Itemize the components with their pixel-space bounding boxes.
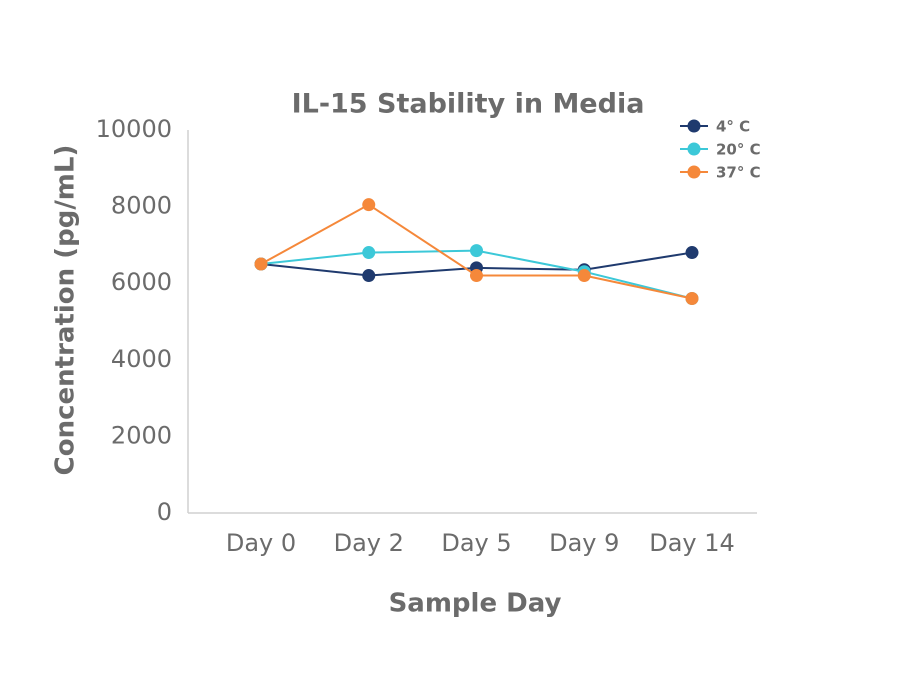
legend-marker bbox=[687, 165, 701, 179]
y-tick-label: 10000 bbox=[96, 115, 172, 143]
y-tick-label: 8000 bbox=[111, 192, 172, 220]
data-point bbox=[254, 257, 268, 271]
y-tick-label: 2000 bbox=[111, 421, 172, 449]
data-point bbox=[470, 244, 483, 258]
legend-label: 20° C bbox=[716, 141, 761, 159]
data-point bbox=[685, 246, 699, 260]
x-axis-label: Sample Day bbox=[389, 589, 562, 619]
x-tick-label: Day 14 bbox=[649, 529, 735, 557]
data-point bbox=[362, 246, 376, 260]
legend-label: 4° C bbox=[716, 118, 750, 136]
y-tick-label: 4000 bbox=[111, 345, 172, 373]
data-point bbox=[362, 269, 376, 283]
y-axis-label: Concentration (pg/mL) bbox=[51, 145, 81, 476]
x-tick-label: Day 5 bbox=[441, 529, 511, 557]
data-point bbox=[577, 269, 591, 283]
data-point bbox=[362, 198, 376, 212]
data-point bbox=[685, 292, 699, 306]
legend-marker bbox=[687, 142, 701, 156]
legend-marker bbox=[687, 119, 701, 133]
legend-label: 37° C bbox=[716, 164, 761, 182]
x-tick-label: Day 0 bbox=[226, 529, 296, 557]
y-tick-label: 6000 bbox=[111, 268, 172, 296]
y-tick-label: 0 bbox=[157, 498, 172, 526]
x-tick-label: Day 2 bbox=[334, 529, 404, 557]
chart-title: IL-15 Stability in Media bbox=[292, 89, 645, 120]
data-point bbox=[470, 269, 483, 283]
x-tick-label: Day 9 bbox=[549, 529, 619, 557]
